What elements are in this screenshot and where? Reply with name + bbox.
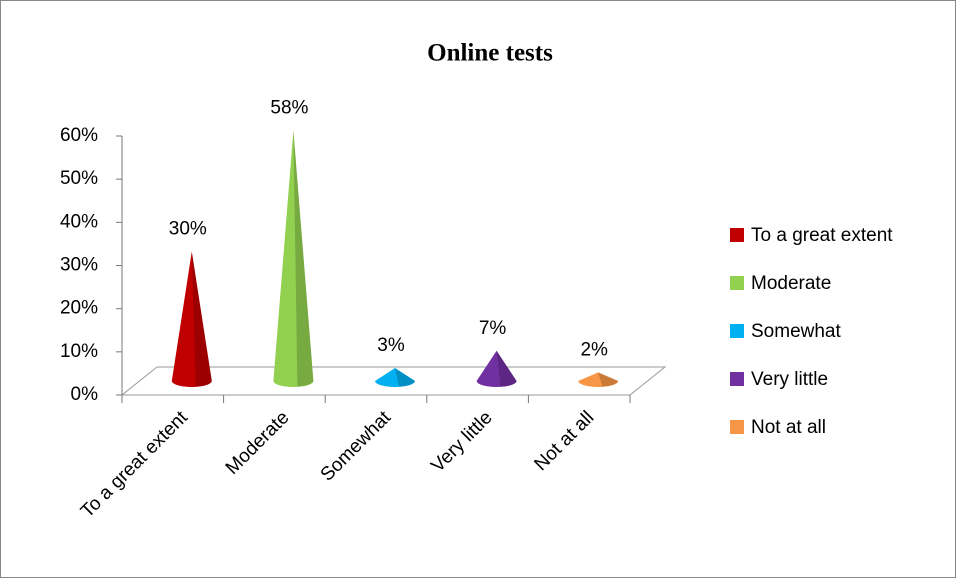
value-label: 2% (580, 339, 608, 360)
value-label: 3% (377, 335, 405, 356)
cone-shade (293, 130, 314, 387)
cone-shade (496, 350, 517, 387)
cone (273, 130, 314, 387)
y-tick-label: 20% (60, 298, 98, 319)
legend-label: Somewhat (751, 321, 841, 342)
y-tick-label: 50% (60, 168, 98, 189)
cone (578, 372, 619, 387)
y-tick-label: 10% (60, 341, 98, 362)
y-tick-label: 40% (60, 211, 98, 232)
legend-swatch (730, 324, 744, 338)
legend-swatch (730, 420, 744, 434)
value-label: 7% (479, 318, 507, 339)
cone (476, 350, 517, 387)
chart-title: Online tests (427, 40, 553, 67)
cone-shade (395, 368, 415, 387)
value-label: 30% (169, 219, 207, 240)
legend-swatch (730, 276, 744, 290)
value-label: 58% (270, 98, 308, 119)
legend-swatch (730, 372, 744, 386)
y-tick-label: 0% (71, 384, 99, 405)
cone (171, 251, 212, 387)
y-tick-label: 60% (60, 125, 98, 146)
legend-label: To a great extent (751, 225, 893, 246)
cone (375, 368, 415, 387)
legend-label: Moderate (751, 273, 831, 294)
cone-shade (191, 251, 212, 387)
legend-label: Very little (751, 369, 828, 390)
legend-swatch (730, 228, 744, 242)
legend-label: Not at all (751, 417, 826, 438)
cone-shade (598, 372, 619, 387)
y-tick-label: 30% (60, 255, 98, 276)
